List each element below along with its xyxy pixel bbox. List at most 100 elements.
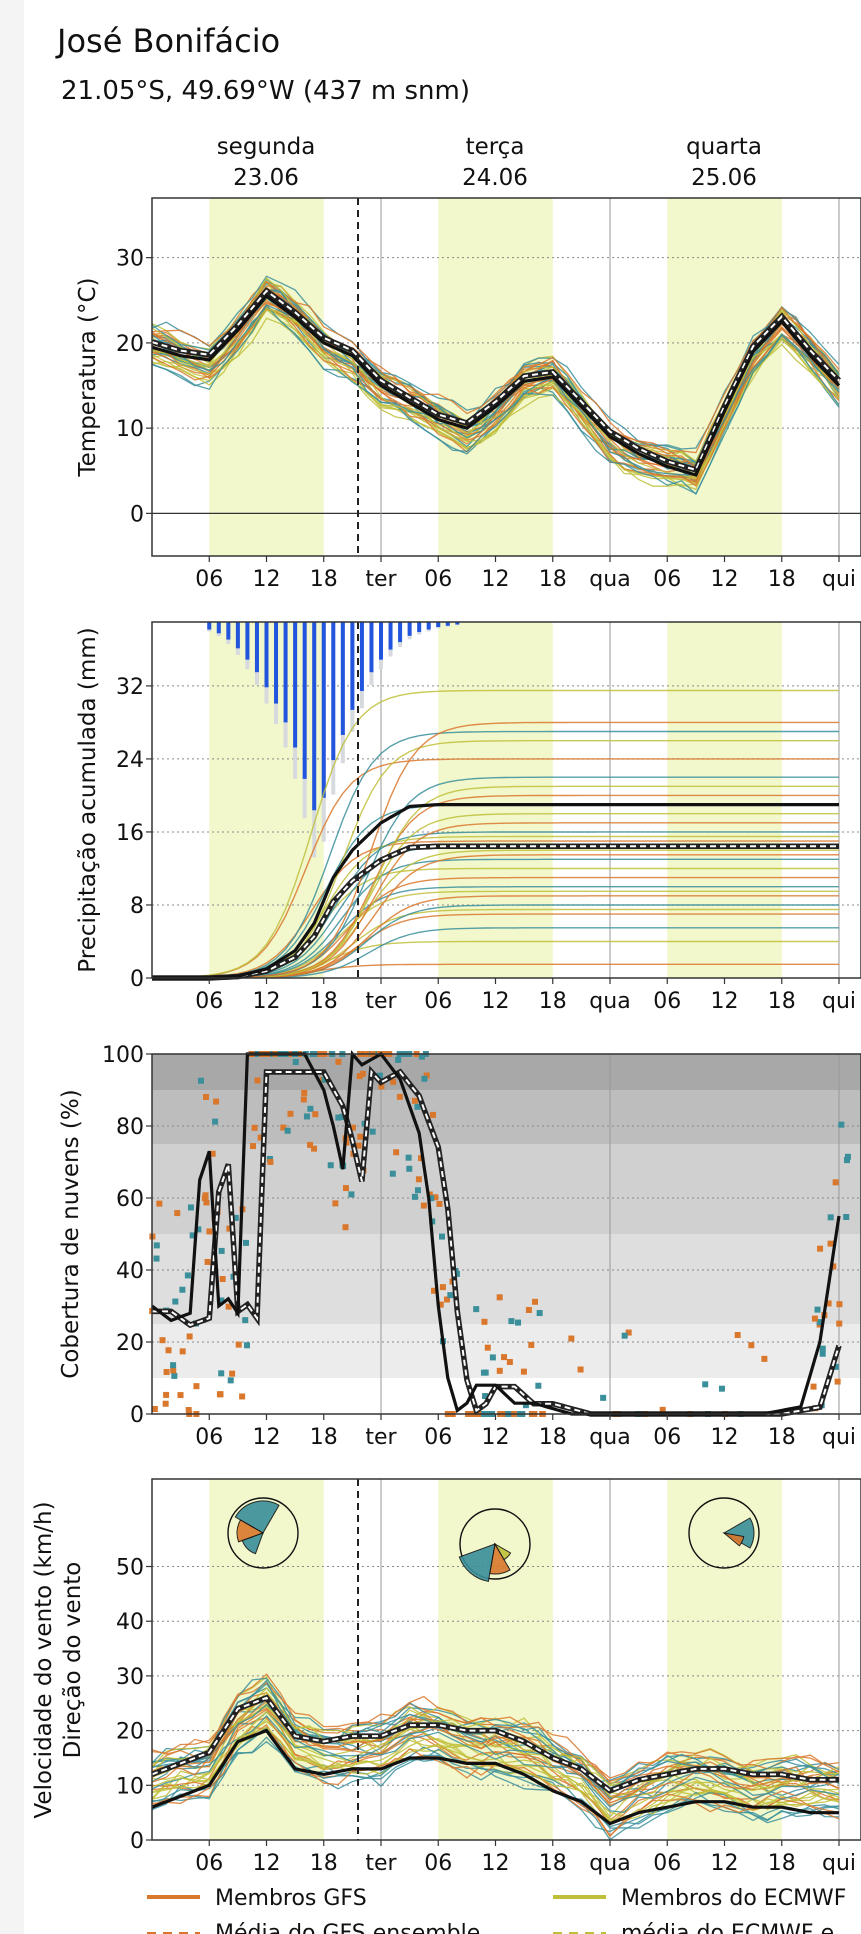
cloud-member-point <box>165 1347 172 1354</box>
cloud-member-point <box>600 1394 607 1401</box>
ensemble-mean-line <box>152 803 839 980</box>
ensemble-member-line <box>151 689 839 979</box>
x-tick-label: 06 <box>653 1851 681 1876</box>
precip-bar <box>207 622 212 630</box>
temperature-panel: 0 10 20 30 06 12 18 ter 06 12 18 qua 06 12 18 qui Tempe… <box>75 197 861 592</box>
ensemble-member-line <box>151 1677 840 1783</box>
cloud-member-point <box>568 1335 575 1342</box>
y-tick-label: 50 <box>116 1556 144 1581</box>
precip-bar <box>426 622 431 630</box>
x-tick-label: 18 <box>310 567 338 592</box>
y-tick-label: 100 <box>102 1043 144 1068</box>
cloud-member-point <box>349 1124 356 1131</box>
cloud-member-point <box>213 1098 220 1105</box>
precip-bar <box>331 622 336 761</box>
cloud-member-point <box>528 1341 535 1348</box>
x-tick-label: 18 <box>768 989 796 1014</box>
cloud-member-point <box>439 1284 446 1291</box>
location-coordinates: 21.05°S, 49.69°W (437 m snm) <box>61 76 470 106</box>
wind-rose-sector <box>236 1519 265 1543</box>
cloud-level-band <box>152 1324 861 1378</box>
x-tick-label: 12 <box>711 989 739 1014</box>
x-tick-label: 06 <box>424 1851 452 1876</box>
cloud-member-point <box>225 1303 232 1310</box>
ensemble-member-line <box>151 1703 840 1808</box>
precip-bar <box>274 622 279 704</box>
y-tick-label: 40 <box>116 1610 144 1635</box>
ensemble-member-line <box>152 730 839 979</box>
x-tick-label: ter <box>365 567 397 592</box>
ensemble-member-line <box>152 721 839 979</box>
cloud-member-point <box>496 1367 503 1374</box>
cloud-member-point <box>827 1240 834 1247</box>
x-tick-label: qui <box>822 989 856 1014</box>
gfs-ensemble-mean-line <box>151 1696 839 1792</box>
cloud-member-point <box>501 1354 508 1361</box>
cloud-member-point <box>203 1094 210 1101</box>
x-tick-label: 12 <box>253 1851 281 1876</box>
ensemble-member-line <box>151 1705 840 1819</box>
cloud-member-point <box>481 1318 488 1325</box>
x-tick-label: qua <box>589 1851 630 1876</box>
day-label-date: 24.06 <box>462 165 528 191</box>
cloud-member-point <box>156 1200 163 1207</box>
precip-bar <box>407 622 412 636</box>
cloud-member-point <box>197 1077 204 1084</box>
cloud-member-point <box>254 1077 261 1084</box>
cloud-member-point <box>532 1298 539 1305</box>
cloud-member-point <box>439 1233 446 1240</box>
precipitation-panel: 0 8 16 24 32 06 12 18 ter 06 12 18 qua 06 12 18 qui Prec… <box>75 621 861 1014</box>
wind-rose-sector <box>722 1532 745 1547</box>
cloud-member-point <box>832 1363 839 1370</box>
cloud-member-point <box>843 1213 850 1220</box>
cloud-member-point <box>843 1157 850 1164</box>
cloud-member-point <box>186 1333 193 1340</box>
cloud-member-point <box>153 1242 160 1249</box>
cloud-member-point <box>332 1200 339 1207</box>
x-tick-label: qua <box>589 989 630 1014</box>
daytime-band <box>209 198 324 556</box>
cloud-member-point <box>235 1341 242 1348</box>
x-tick-label: 06 <box>195 1851 223 1876</box>
cloud-member-point <box>239 1393 246 1400</box>
cloud-member-point <box>335 1058 342 1065</box>
wind-rose-sector <box>458 1543 496 1582</box>
cloud-member-point <box>819 1345 826 1352</box>
cloud-member-point <box>355 1142 362 1149</box>
x-tick-label: 18 <box>310 1425 338 1450</box>
cloud-member-point <box>429 1111 436 1118</box>
cloud-member-point <box>280 1124 287 1131</box>
cloud-member-point <box>163 1391 170 1398</box>
x-tick-label: 12 <box>482 567 510 592</box>
day-label-name: terça <box>466 134 525 160</box>
wind-speed-axis-label: Velocidade do vento (km/h) <box>31 1501 57 1818</box>
ensemble-member-line <box>151 308 840 480</box>
legend-label: Média do GFS ensemble <box>215 1921 480 1934</box>
cloud-member-point <box>506 1358 513 1365</box>
y-tick-label: 30 <box>116 247 144 272</box>
y-tick-label: 30 <box>116 1665 144 1690</box>
cloud-member-point <box>496 1294 503 1301</box>
x-tick-label: 06 <box>195 1425 223 1450</box>
cloud-level-band <box>152 1234 861 1324</box>
precip-bar <box>359 622 364 692</box>
x-tick-label: ter <box>365 1425 397 1450</box>
precip-bar <box>321 622 326 798</box>
cloud-member-point <box>174 1210 181 1217</box>
cloud-member-point <box>480 1369 487 1376</box>
x-tick-label: 12 <box>253 567 281 592</box>
cloud-member-point <box>734 1331 741 1338</box>
cloud-member-point <box>420 1202 427 1209</box>
x-tick-label: qua <box>589 1425 630 1450</box>
location-title: José Bonifácio <box>55 22 280 60</box>
cloud-member-point <box>436 1200 443 1207</box>
cloud-member-point <box>369 1128 376 1135</box>
cloud-member-point <box>748 1342 755 1349</box>
y-tick-label: 60 <box>116 1187 144 1212</box>
cloud-member-point <box>836 1301 843 1308</box>
y-tick-label: 0 <box>130 1829 144 1854</box>
cloud-member-point <box>810 1383 817 1390</box>
cloud-member-point <box>356 1073 363 1080</box>
cloud-member-point <box>357 1133 364 1140</box>
x-tick-label: 06 <box>653 989 681 1014</box>
